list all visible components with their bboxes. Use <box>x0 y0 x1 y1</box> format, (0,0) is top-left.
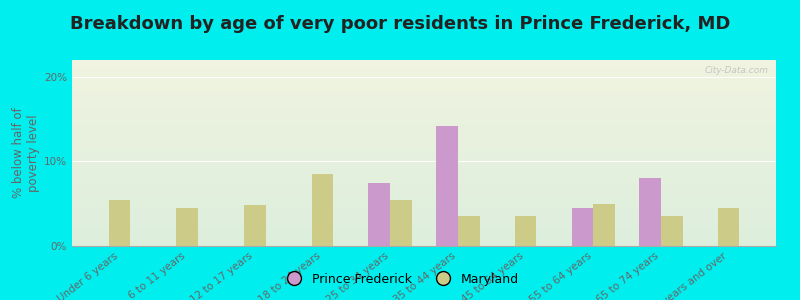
Bar <box>244 206 266 246</box>
Bar <box>594 204 615 246</box>
Text: City-Data.com: City-Data.com <box>705 66 769 75</box>
Bar <box>639 178 661 246</box>
Bar <box>514 216 536 246</box>
Bar <box>109 200 130 246</box>
Bar <box>176 208 198 246</box>
Bar <box>369 183 390 246</box>
Bar <box>718 208 739 246</box>
Y-axis label: % below half of
poverty level: % below half of poverty level <box>12 108 40 198</box>
Text: Breakdown by age of very poor residents in Prince Frederick, MD: Breakdown by age of very poor residents … <box>70 15 730 33</box>
Bar <box>390 200 412 246</box>
Bar <box>571 208 594 246</box>
Bar <box>312 174 334 246</box>
Legend: Prince Frederick, Maryland: Prince Frederick, Maryland <box>277 268 523 291</box>
Bar <box>661 216 682 246</box>
Bar <box>458 216 479 246</box>
Bar <box>436 126 458 246</box>
